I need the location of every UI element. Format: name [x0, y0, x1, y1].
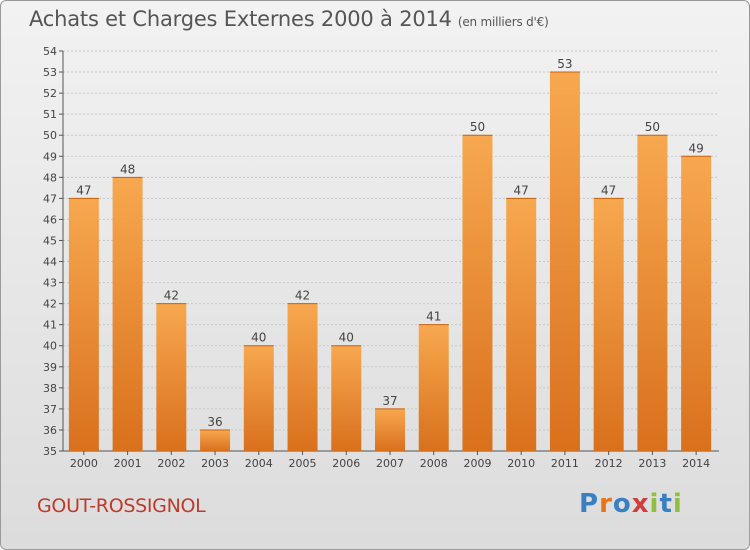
- bar: [243, 345, 274, 451]
- data-label: 47: [514, 183, 529, 197]
- y-tick-label: 49: [43, 150, 57, 163]
- y-tick-label: 39: [43, 361, 57, 374]
- x-tick-label: 2014: [682, 457, 710, 470]
- y-tick-label: 40: [43, 340, 57, 353]
- x-tick-label: 2010: [507, 457, 535, 470]
- data-label: 47: [76, 183, 91, 197]
- y-tick-label: 41: [43, 319, 57, 332]
- logo-letter: t: [659, 489, 673, 519]
- x-tick-label: 2003: [201, 457, 229, 470]
- y-tick-label: 53: [43, 66, 57, 79]
- data-label: 53: [557, 57, 572, 71]
- bar: [68, 198, 99, 451]
- bar: [593, 198, 624, 451]
- y-tick-label: 42: [43, 298, 57, 311]
- chart-subtitle: (en milliers d'€): [457, 15, 549, 29]
- chart-title: Achats et Charges Externes 2000 à 2014 (e…: [29, 7, 549, 31]
- proxiti-logo: Proxiti: [579, 489, 683, 519]
- x-tick-label: 2013: [638, 457, 666, 470]
- commune-name: GOUT-ROSSIGNOL: [37, 495, 206, 517]
- y-tick-label: 54: [43, 45, 57, 58]
- data-label: 36: [207, 415, 222, 429]
- y-tick-label: 47: [43, 192, 57, 205]
- y-tick-label: 38: [43, 382, 57, 395]
- x-tick-label: 2011: [551, 457, 579, 470]
- logo-letter: i: [672, 489, 683, 519]
- logo-letter: r: [599, 489, 613, 519]
- x-tick-label: 2008: [420, 457, 448, 470]
- x-tick-label: 2000: [70, 457, 98, 470]
- y-tick-label: 52: [43, 87, 57, 100]
- bar: [156, 303, 187, 451]
- bar: [462, 135, 493, 452]
- data-label: 42: [295, 289, 310, 303]
- y-tick-label: 44: [43, 256, 57, 269]
- x-tick-label: 2012: [595, 457, 623, 470]
- title-text: Achats et Charges Externes 2000 à 2014: [29, 7, 452, 31]
- x-tick-label: 2009: [463, 457, 491, 470]
- x-tick-label: 2002: [157, 457, 185, 470]
- data-label: 48: [120, 162, 135, 176]
- y-tick-label: 36: [43, 424, 57, 437]
- logo-letter: x: [631, 489, 650, 519]
- data-label: 50: [645, 120, 660, 134]
- bar: [331, 345, 362, 451]
- data-label: 49: [688, 141, 703, 155]
- data-label: 42: [164, 289, 179, 303]
- labels: 35 36 37 38 39 40 41 42 43 44 45 46 47 48 49 50 51 52 53 54…: [43, 45, 710, 470]
- bar: [375, 408, 405, 451]
- bar: [200, 429, 231, 451]
- y-tick-label: 43: [43, 277, 57, 290]
- data-label: 40: [251, 331, 266, 345]
- logo-letter: i: [649, 489, 660, 519]
- x-tick-label: 2005: [289, 457, 317, 470]
- y-tick-label: 46: [43, 213, 57, 226]
- y-tick-label: 45: [43, 234, 57, 247]
- data-label: 41: [426, 310, 441, 324]
- bar: [549, 72, 580, 451]
- data-label: 50: [470, 120, 485, 134]
- bar: [506, 198, 537, 451]
- data-label: 47: [601, 183, 616, 197]
- logo-letter: P: [579, 489, 600, 519]
- y-tick-label: 35: [43, 445, 57, 458]
- logo-letter: o: [612, 489, 632, 519]
- y-tick-label: 51: [43, 108, 57, 121]
- x-tick-label: 2001: [114, 457, 142, 470]
- y-tick-label: 37: [43, 403, 57, 416]
- x-tick-label: 2004: [245, 457, 273, 470]
- data-label: 40: [339, 331, 354, 345]
- bar: [637, 135, 668, 452]
- bar: [681, 156, 712, 451]
- x-tick-label: 2006: [332, 457, 360, 470]
- data-label: 37: [382, 394, 397, 408]
- x-tick-label: 2007: [376, 457, 404, 470]
- bar: [418, 324, 449, 451]
- bar: [112, 177, 143, 451]
- bar: [287, 303, 318, 451]
- y-tick-label: 48: [43, 171, 57, 184]
- y-tick-label: 50: [43, 129, 57, 142]
- bars: [68, 71, 712, 452]
